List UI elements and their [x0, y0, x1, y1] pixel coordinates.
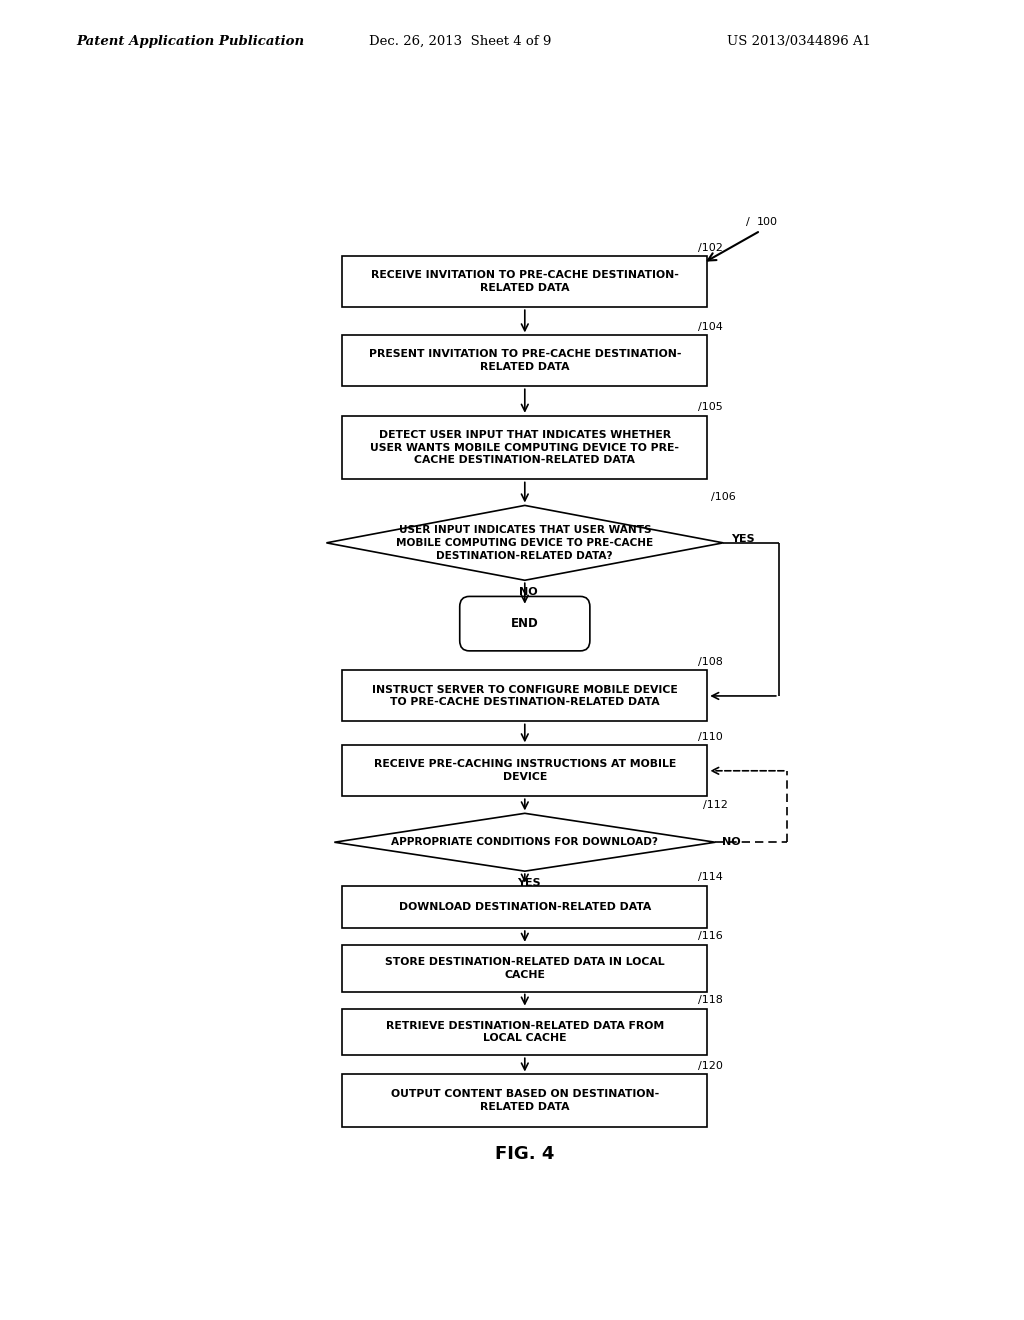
FancyBboxPatch shape: [342, 1074, 708, 1127]
FancyBboxPatch shape: [342, 335, 708, 387]
Text: YES: YES: [731, 533, 755, 544]
Text: RECEIVE PRE-CACHING INSTRUCTIONS AT MOBILE
DEVICE: RECEIVE PRE-CACHING INSTRUCTIONS AT MOBI…: [374, 759, 676, 783]
Text: DETECT USER INPUT THAT INDICATES WHETHER
USER WANTS MOBILE COMPUTING DEVICE TO P: DETECT USER INPUT THAT INDICATES WHETHER…: [371, 430, 679, 466]
Text: USER INPUT INDICATES THAT USER WANTS
MOBILE COMPUTING DEVICE TO PRE-CACHE
DESTIN: USER INPUT INDICATES THAT USER WANTS MOB…: [396, 525, 653, 561]
Text: ∕104: ∕104: [697, 322, 723, 331]
Text: NO: NO: [519, 587, 538, 597]
Text: PRESENT INVITATION TO PRE-CACHE DESTINATION-
RELATED DATA: PRESENT INVITATION TO PRE-CACHE DESTINAT…: [369, 350, 681, 372]
FancyBboxPatch shape: [342, 416, 708, 479]
Text: END: END: [511, 618, 539, 630]
Text: ∕110: ∕110: [697, 731, 723, 742]
Text: ∕118: ∕118: [697, 995, 723, 1005]
FancyBboxPatch shape: [342, 671, 708, 722]
Text: OUTPUT CONTENT BASED ON DESTINATION-
RELATED DATA: OUTPUT CONTENT BASED ON DESTINATION- REL…: [391, 1089, 658, 1113]
Text: RETRIEVE DESTINATION-RELATED DATA FROM
LOCAL CACHE: RETRIEVE DESTINATION-RELATED DATA FROM L…: [386, 1020, 664, 1043]
Text: ∕116: ∕116: [697, 932, 723, 941]
Text: 100: 100: [757, 218, 777, 227]
Text: YES: YES: [517, 878, 541, 888]
Text: ∕102: ∕102: [697, 243, 723, 253]
Text: ∕112: ∕112: [703, 800, 728, 810]
FancyBboxPatch shape: [342, 945, 708, 991]
Text: ∕108: ∕108: [697, 657, 723, 667]
Text: ∕106: ∕106: [712, 492, 736, 502]
Text: Dec. 26, 2013  Sheet 4 of 9: Dec. 26, 2013 Sheet 4 of 9: [369, 34, 551, 48]
Text: FIG. 4: FIG. 4: [496, 1144, 554, 1163]
Text: INSTRUCT SERVER TO CONFIGURE MOBILE DEVICE
TO PRE-CACHE DESTINATION-RELATED DATA: INSTRUCT SERVER TO CONFIGURE MOBILE DEVI…: [372, 685, 678, 708]
Text: NO: NO: [722, 837, 740, 847]
Text: DOWNLOAD DESTINATION-RELATED DATA: DOWNLOAD DESTINATION-RELATED DATA: [398, 902, 651, 912]
FancyBboxPatch shape: [342, 886, 708, 928]
FancyBboxPatch shape: [342, 1008, 708, 1055]
Text: ∕120: ∕120: [697, 1061, 723, 1071]
Text: ∕114: ∕114: [697, 873, 723, 882]
Text: US 2013/0344896 A1: US 2013/0344896 A1: [727, 34, 871, 48]
FancyBboxPatch shape: [342, 256, 708, 308]
FancyBboxPatch shape: [460, 597, 590, 651]
Text: STORE DESTINATION-RELATED DATA IN LOCAL
CACHE: STORE DESTINATION-RELATED DATA IN LOCAL …: [385, 957, 665, 979]
Text: Patent Application Publication: Patent Application Publication: [77, 34, 305, 48]
Text: RECEIVE INVITATION TO PRE-CACHE DESTINATION-
RELATED DATA: RECEIVE INVITATION TO PRE-CACHE DESTINAT…: [371, 271, 679, 293]
Polygon shape: [327, 506, 723, 581]
Text: ∕105: ∕105: [697, 403, 723, 412]
Polygon shape: [334, 813, 715, 871]
Text: ∕: ∕: [746, 218, 750, 227]
FancyBboxPatch shape: [342, 746, 708, 796]
Text: APPROPRIATE CONDITIONS FOR DOWNLOAD?: APPROPRIATE CONDITIONS FOR DOWNLOAD?: [391, 837, 658, 847]
